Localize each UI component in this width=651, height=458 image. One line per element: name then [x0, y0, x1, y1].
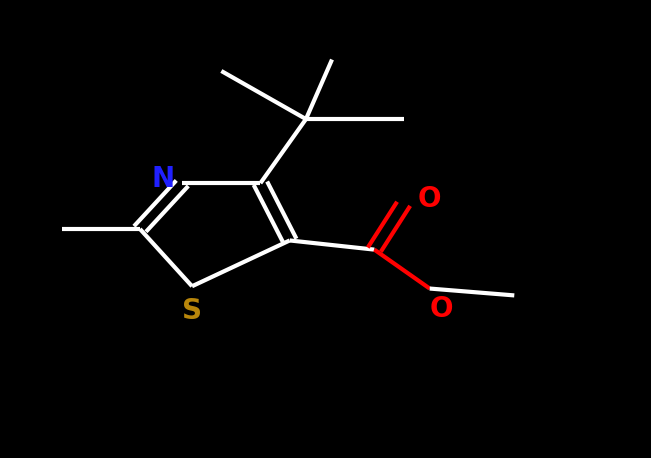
Text: O: O — [430, 295, 453, 323]
Text: S: S — [182, 297, 202, 326]
Text: N: N — [151, 164, 174, 193]
Text: O: O — [418, 185, 441, 213]
